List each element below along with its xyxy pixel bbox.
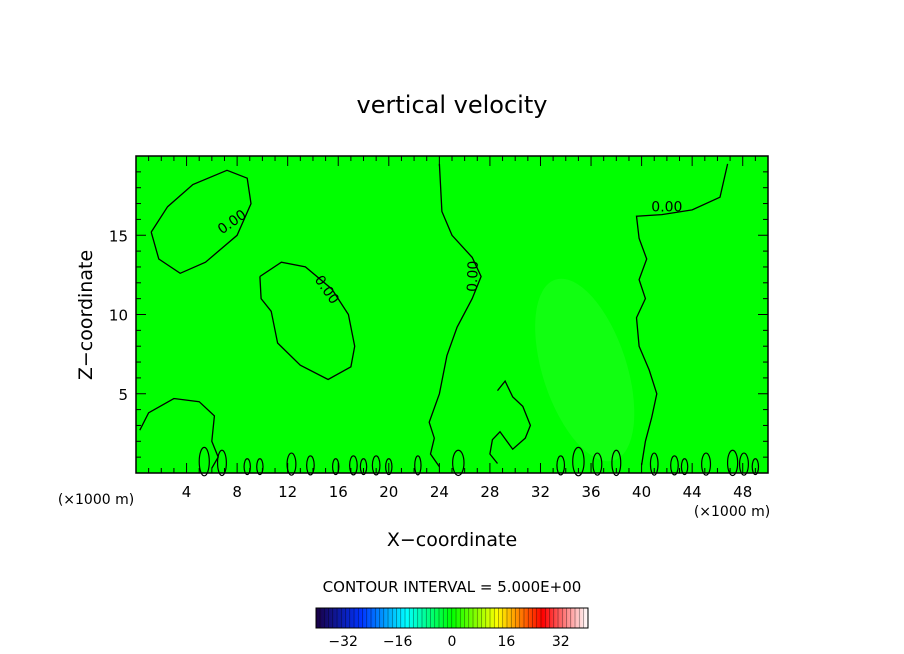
contour-line <box>556 455 566 476</box>
x-tick-label: 8 <box>232 483 242 501</box>
x-tick-label: 24 <box>430 483 449 501</box>
x-unit-left: (×1000 m) <box>58 492 134 508</box>
x-tick-label: 12 <box>278 483 297 501</box>
contour-line <box>649 452 659 476</box>
contour-line <box>592 452 603 476</box>
x-tick-label: 4 <box>182 483 192 501</box>
x-tick-label: 36 <box>581 483 600 501</box>
y-tick-label: 10 <box>109 307 128 325</box>
contour-interval-label: CONTOUR INTERVAL = 5.000E+00 <box>323 578 582 596</box>
x-tick-label: 28 <box>480 483 499 501</box>
x-axis-label: X−coordinate <box>387 529 517 551</box>
colorbar-tick-label: 16 <box>497 634 515 650</box>
contour-line <box>243 458 251 476</box>
velocity-field <box>136 156 768 473</box>
colorbar-tick-label: 0 <box>448 634 457 650</box>
contour-line <box>670 455 679 476</box>
contour-line <box>414 455 422 476</box>
contour-line <box>371 455 381 476</box>
contour-line <box>726 449 739 477</box>
contour-line <box>572 446 585 477</box>
contour-line <box>256 458 264 476</box>
contour-label: 0.00 <box>651 199 682 215</box>
x-tick-label: 32 <box>531 483 550 501</box>
y-tick-label: 5 <box>118 386 128 404</box>
contour-line <box>286 452 297 476</box>
x-tick-label: 40 <box>632 483 651 501</box>
contour-line <box>216 449 227 477</box>
x-unit-right: (×1000 m) <box>694 504 770 520</box>
contour-line <box>306 455 315 476</box>
x-tick-label: 20 <box>379 483 398 501</box>
x-tick-label: 44 <box>683 483 702 501</box>
y-axis-label: Z−coordinate <box>75 250 97 380</box>
contour-line <box>198 446 210 477</box>
colorbar-tick-label: 32 <box>552 634 570 650</box>
plot-area: 0.000.00 0.000.004 8 12 16 20 24 28 32 36 40 44 4851… <box>109 155 769 501</box>
x-tick-label: 48 <box>733 483 752 501</box>
contour-line <box>611 449 622 477</box>
contour-line <box>385 458 393 476</box>
contour-line <box>428 163 482 468</box>
colorbar-tick-label: −32 <box>328 634 358 650</box>
contour-line <box>331 458 340 476</box>
contour-line <box>751 458 760 476</box>
contour-line <box>680 458 689 476</box>
contour-line <box>701 452 712 476</box>
contour-line <box>349 455 358 476</box>
contour-line <box>139 397 219 469</box>
contour-line <box>150 169 252 275</box>
contour-line <box>635 163 729 466</box>
y-tick-label: 15 <box>109 227 128 245</box>
contour-line <box>259 261 356 381</box>
colorbar-tick-label: −16 <box>383 634 413 650</box>
contour-line <box>489 379 532 464</box>
x-tick-label: 16 <box>329 483 348 501</box>
contour-line <box>452 449 465 477</box>
contour-label: 0.00 <box>465 260 482 292</box>
contour-line <box>359 458 368 476</box>
colorbar: −32 −16 0 16 32 <box>315 607 589 650</box>
chart-title: vertical velocity <box>357 91 548 119</box>
field-shading <box>535 278 635 462</box>
contour-line <box>738 452 749 476</box>
